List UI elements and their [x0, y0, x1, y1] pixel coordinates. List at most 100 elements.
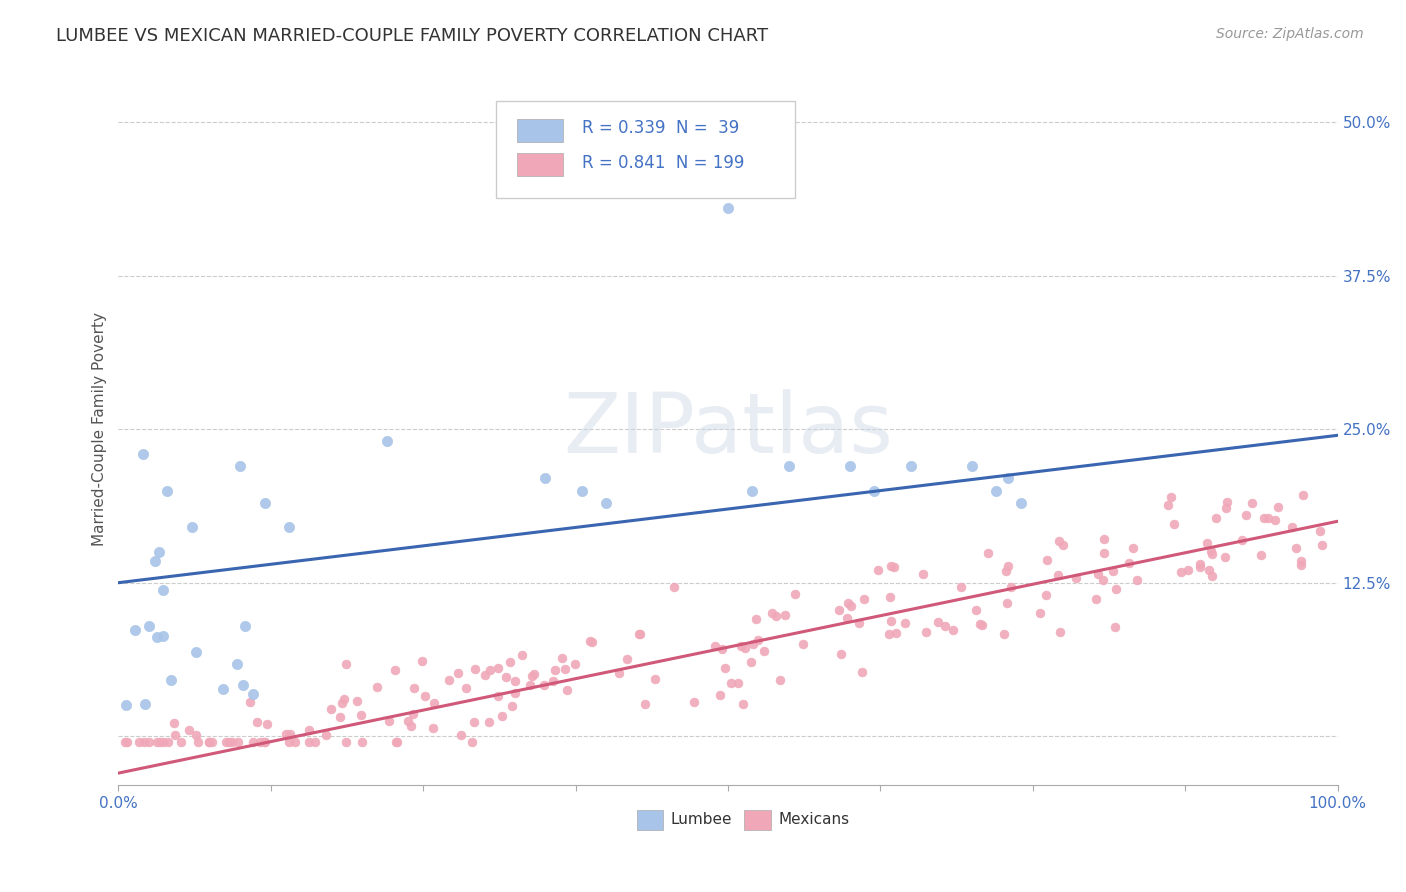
Point — [1157, 498, 1180, 512]
Point — [165, 728, 187, 742]
Point — [828, 603, 851, 617]
Point — [730, 639, 752, 653]
Point — [149, 735, 172, 749]
Point — [298, 723, 321, 737]
Point — [463, 715, 485, 730]
Point — [839, 458, 862, 473]
Point — [1064, 571, 1087, 585]
Point — [242, 735, 264, 749]
Point — [215, 735, 238, 749]
Point — [740, 656, 762, 670]
Point — [1240, 496, 1263, 510]
FancyBboxPatch shape — [637, 810, 664, 830]
Point — [555, 683, 578, 698]
Point — [148, 545, 170, 559]
Point — [1201, 568, 1223, 582]
Point — [533, 678, 555, 692]
Point — [1177, 564, 1199, 578]
Point — [221, 735, 243, 749]
Point — [993, 627, 1015, 641]
Point — [1199, 544, 1222, 558]
Point — [233, 618, 256, 632]
Point — [402, 681, 425, 696]
Point — [134, 697, 156, 711]
Point — [900, 458, 922, 473]
Point — [581, 634, 603, 648]
Point — [242, 687, 264, 701]
Point — [607, 665, 630, 680]
Point — [1310, 538, 1333, 552]
Point — [474, 668, 496, 682]
Point — [350, 707, 373, 722]
Point — [229, 458, 252, 473]
Point — [132, 735, 155, 749]
Point — [1085, 592, 1108, 607]
Point — [734, 640, 756, 655]
Point — [792, 637, 814, 651]
Text: Mexicans: Mexicans — [778, 812, 849, 827]
Point — [879, 590, 901, 604]
Point — [628, 627, 651, 641]
Point — [246, 714, 269, 729]
Point — [1215, 501, 1237, 516]
Point — [969, 616, 991, 631]
Point — [1118, 556, 1140, 570]
Point — [1292, 488, 1315, 502]
Point — [115, 735, 138, 749]
Point — [1188, 558, 1211, 572]
Point — [1092, 532, 1115, 546]
Text: Source: ZipAtlas.com: Source: ZipAtlas.com — [1216, 27, 1364, 41]
Point — [330, 696, 353, 710]
Text: ZIPatlas: ZIPatlas — [562, 389, 893, 470]
Y-axis label: Married-Couple Family Poverty: Married-Couple Family Poverty — [93, 312, 107, 546]
Point — [460, 735, 482, 749]
Point — [160, 673, 183, 687]
Point — [415, 689, 437, 703]
Point — [644, 672, 666, 686]
Point — [152, 735, 174, 749]
Point — [488, 661, 510, 675]
Point — [180, 520, 202, 534]
Point — [454, 681, 477, 696]
Point — [745, 612, 768, 626]
Point — [478, 663, 501, 677]
Point — [837, 596, 859, 610]
Point — [232, 678, 254, 692]
Point — [170, 735, 193, 749]
Point — [997, 558, 1019, 573]
Point — [912, 567, 935, 582]
Point — [934, 618, 956, 632]
Point — [491, 708, 513, 723]
Point — [157, 735, 180, 749]
Point — [226, 735, 249, 749]
Point — [773, 608, 796, 623]
Point — [399, 719, 422, 733]
Text: LUMBEE VS MEXICAN MARRIED-COUPLE FAMILY POVERTY CORRELATION CHART: LUMBEE VS MEXICAN MARRIED-COUPLE FAMILY … — [56, 27, 768, 45]
Point — [863, 483, 886, 498]
Point — [1195, 536, 1218, 550]
Text: Lumbee: Lumbee — [671, 812, 733, 827]
Point — [927, 615, 949, 629]
Point — [894, 615, 917, 630]
Point — [1122, 541, 1144, 555]
Point — [253, 735, 276, 749]
Point — [1028, 606, 1050, 620]
Point — [1091, 573, 1114, 587]
Point — [1213, 549, 1236, 564]
Point — [249, 735, 271, 749]
Text: R = 0.841  N = 199: R = 0.841 N = 199 — [582, 154, 744, 172]
Point — [187, 735, 209, 749]
Point — [554, 661, 576, 675]
Point — [664, 580, 686, 594]
Point — [335, 735, 357, 749]
Point — [1281, 520, 1303, 534]
Point — [197, 735, 219, 749]
Point — [634, 697, 657, 711]
Point — [884, 626, 907, 640]
Point — [534, 471, 557, 485]
Point — [1160, 490, 1182, 504]
Point — [942, 623, 965, 637]
Point — [1198, 563, 1220, 577]
Point — [747, 633, 769, 648]
Point — [1234, 508, 1257, 522]
